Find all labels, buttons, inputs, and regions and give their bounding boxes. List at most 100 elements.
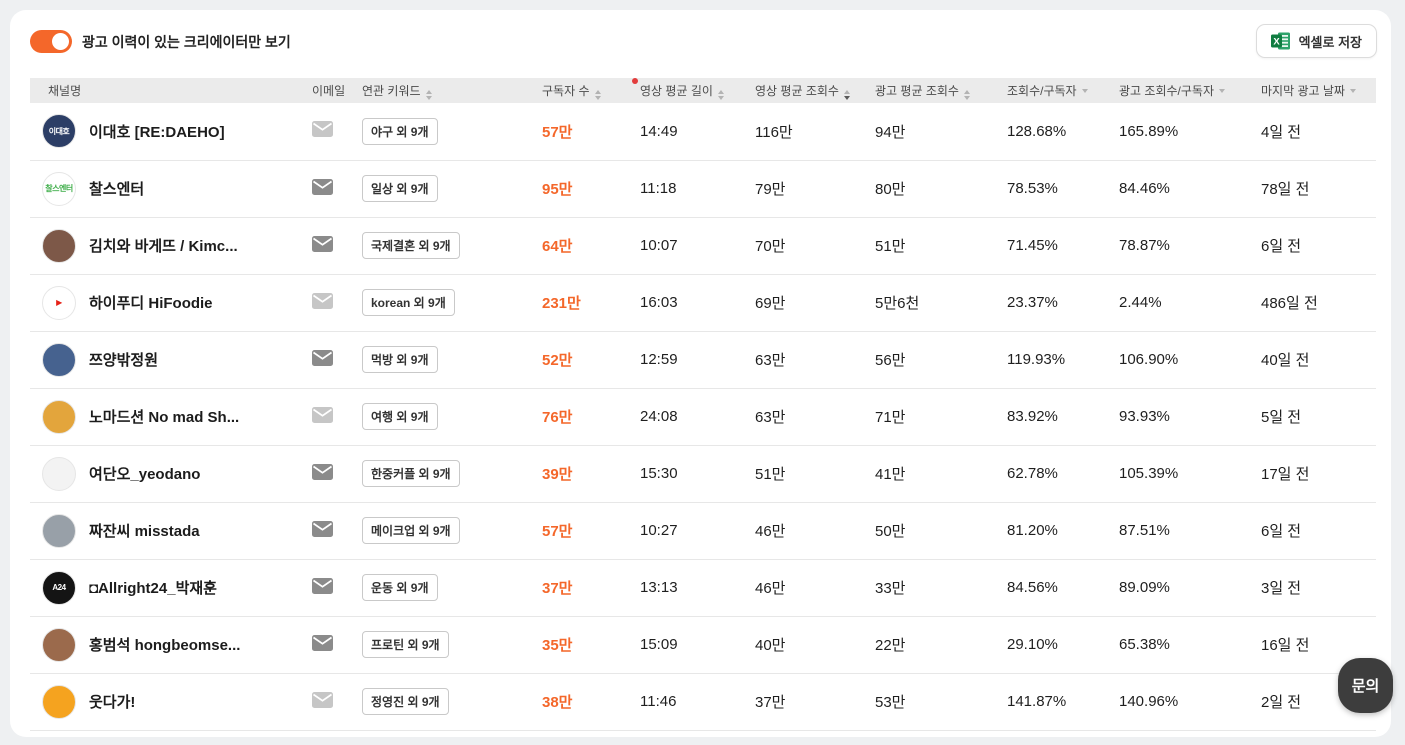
save-to-excel-button[interactable]: X 엑셀로 저장 — [1255, 24, 1377, 58]
keyword-chip: 야구 외 9개 — [362, 117, 438, 145]
views-per-subscriber: 119.93% — [997, 331, 1109, 389]
avg-video-views: 46만 — [745, 559, 865, 617]
last-ad-date: 3일 전 — [1251, 559, 1376, 617]
avg-video-views: 79만 — [745, 160, 865, 218]
avg-video-views: 63만 — [745, 331, 865, 389]
avg-ad-views: 53만 — [865, 673, 997, 731]
avg-ad-views: 41만 — [865, 445, 997, 503]
email-icon[interactable] — [312, 634, 333, 651]
keyword-chip: 여행 외 9개 — [362, 403, 438, 430]
channel-name[interactable]: 김치와 바게뜨 / Kimc... — [89, 238, 238, 255]
table-row[interactable]: 이대호 이대호 [RE:DAEHO] 야구 외 9개 57만 14:49 116… — [30, 103, 1376, 161]
avg-video-length: 14:49 — [630, 103, 745, 161]
header-channel: 채널명 — [30, 78, 302, 103]
header-keywords[interactable]: 연관 키워드 — [352, 78, 532, 103]
avg-ad-views: 71만 — [865, 388, 997, 446]
keyword-chip: 국제결혼 외 9개 — [362, 232, 460, 259]
header-ad-avg-views[interactable]: 광고 평균 조회수 — [865, 78, 997, 103]
header-ad-views-per-sub[interactable]: 광고 조회수/구독자 — [1109, 78, 1251, 103]
avg-video-views: 40만 — [745, 616, 865, 674]
table-row[interactable]: 짜잔씨 misstada 메이크업 외 9개 57만 10:27 46만 50만… — [30, 502, 1376, 560]
header-last-ad-date[interactable]: 마지막 광고 날짜 — [1251, 78, 1376, 103]
email-icon[interactable] — [312, 121, 333, 138]
keyword-chip: 정영진 외 9개 — [362, 688, 449, 715]
toggle-knob — [52, 33, 69, 50]
avg-video-length: 10:07 — [630, 217, 745, 275]
header-avg-length[interactable]: 영상 평균 길이 — [630, 77, 745, 103]
channel-name[interactable]: 하이푸디 HiFoodie — [89, 295, 213, 312]
channel-name[interactable]: 웃다가! — [89, 694, 136, 711]
channel-name[interactable]: 노마드션 No mad Sh... — [89, 409, 240, 426]
channel-name[interactable]: 이대호 [RE:DAEHO] — [89, 123, 225, 141]
subscriber-count: 35만 — [542, 637, 573, 654]
channel-name[interactable]: 홍범석 hongbeomse... — [89, 637, 241, 654]
ad-views-per-subscriber: 165.89% — [1109, 103, 1251, 161]
header-avg-views[interactable]: 영상 평균 조회수 — [745, 78, 865, 103]
table-row[interactable]: 김치와 바게뜨 / Kimc... 국제결혼 외 9개 64만 10:07 70… — [30, 217, 1376, 275]
keyword-chip: 메이크업 외 9개 — [362, 517, 460, 544]
inquiry-button[interactable]: 문의 — [1338, 658, 1393, 713]
table-row[interactable]: 찰스엔터 찰스엔터 일상 외 9개 95만 11:18 79만 80만 78.5… — [30, 160, 1376, 218]
email-icon[interactable] — [312, 235, 333, 252]
subscriber-count: 57만 — [542, 123, 573, 141]
channel-name[interactable]: ◘Allright24_박재훈 — [89, 580, 217, 597]
email-icon[interactable] — [312, 178, 333, 195]
email-icon[interactable] — [312, 349, 333, 366]
subscriber-count: 76만 — [542, 409, 573, 426]
sort-icon — [843, 89, 850, 100]
views-per-subscriber: 84.56% — [997, 559, 1109, 617]
views-per-subscriber: 29.10% — [997, 616, 1109, 674]
ad-history-toggle-wrap[interactable]: 광고 이력이 있는 크리에이터만 보기 — [30, 30, 291, 53]
avg-ad-views: 56만 — [865, 331, 997, 389]
sort-icon — [1081, 89, 1088, 93]
header-email: 이메일 — [302, 78, 352, 103]
email-icon[interactable] — [312, 520, 333, 537]
table-row[interactable]: A24 ◘Allright24_박재훈 운동 외 9개 37만 13:13 46… — [30, 559, 1376, 617]
email-icon[interactable] — [312, 406, 333, 423]
toggle-label: 광고 이력이 있는 크리에이터만 보기 — [82, 33, 291, 50]
subscriber-count: 52만 — [542, 352, 573, 369]
avg-video-views: 37만 — [745, 673, 865, 731]
header-views-per-sub[interactable]: 조회수/구독자 — [997, 78, 1109, 103]
channel-avatar: 찰스엔터 — [42, 171, 76, 206]
email-icon[interactable] — [312, 292, 333, 309]
keyword-chip: 운동 외 9개 — [362, 574, 438, 601]
keyword-chip: korean 외 9개 — [362, 289, 455, 316]
table-row[interactable]: 여단오_yeodano 한중커플 외 9개 39만 15:30 51만 41만 … — [30, 445, 1376, 503]
email-icon[interactable] — [312, 577, 333, 594]
ad-views-per-subscriber: 105.39% — [1109, 445, 1251, 503]
channel-avatar — [42, 627, 76, 662]
channel-name[interactable]: 찰스엔터 — [89, 181, 145, 198]
channel-name[interactable]: 짜잔씨 misstada — [89, 523, 200, 540]
ad-views-per-subscriber: 2.44% — [1109, 274, 1251, 332]
avg-video-views: 116만 — [745, 103, 865, 161]
ad-views-per-subscriber: 84.46% — [1109, 160, 1251, 218]
header-subscribers[interactable]: 구독자 수 — [532, 78, 630, 103]
ad-views-per-subscriber: 78.87% — [1109, 217, 1251, 275]
email-icon[interactable] — [312, 691, 333, 708]
table-row[interactable]: 웃다가! 정영진 외 9개 38만 11:46 37만 53만 141.87% … — [30, 673, 1376, 731]
avg-video-length: 11:18 — [630, 160, 745, 218]
table-row[interactable]: 노마드션 No mad Sh... 여행 외 9개 76만 24:08 63만 … — [30, 388, 1376, 446]
avg-video-views: 46만 — [745, 502, 865, 560]
channel-name[interactable]: 여단오_yeodano — [89, 466, 201, 483]
ad-history-toggle[interactable] — [30, 30, 72, 53]
channel-name[interactable]: 쯔양밖정원 — [89, 352, 159, 369]
channel-avatar — [42, 684, 76, 719]
subscriber-count: 231만 — [542, 295, 581, 312]
last-ad-date: 40일 전 — [1251, 331, 1376, 389]
table-row[interactable]: 홍범석 hongbeomse... 프로틴 외 9개 35만 15:09 40만… — [30, 616, 1376, 674]
table-row[interactable]: 쯔양밖정원 먹방 외 9개 52만 12:59 63만 56만 119.93% … — [30, 331, 1376, 389]
email-icon[interactable] — [312, 463, 333, 480]
views-per-subscriber: 23.37% — [997, 274, 1109, 332]
subscriber-count: 38만 — [542, 694, 573, 711]
subscriber-count: 95만 — [542, 181, 573, 198]
subscriber-count: 64만 — [542, 238, 573, 255]
ad-views-per-subscriber: 140.96% — [1109, 673, 1251, 731]
topbar: 광고 이력이 있는 크리에이터만 보기 X 엑셀로 저장 — [10, 10, 1391, 78]
svg-text:X: X — [1273, 37, 1280, 48]
sort-icon — [425, 89, 432, 100]
table-row[interactable]: ▶ 하이푸디 HiFoodie korean 외 9개 231만 16:03 6… — [30, 274, 1376, 332]
avg-video-views: 69만 — [745, 274, 865, 332]
creator-table: 채널명 이메일 연관 키워드 구독자 수 영상 평균 길이 영상 평균 조회수 … — [30, 77, 1376, 731]
